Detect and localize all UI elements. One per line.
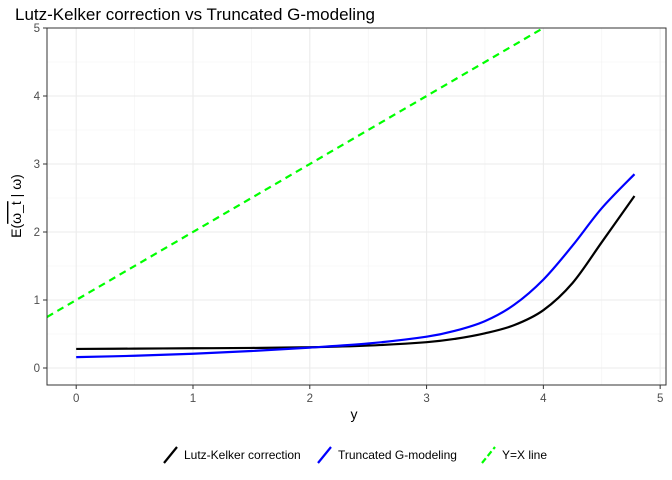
series-line-truncated-g-modeling xyxy=(76,173,636,359)
plot-border xyxy=(46,27,667,386)
y-tick-label: 0 xyxy=(34,363,40,375)
legend-label-y-equals-x: Y=X line xyxy=(502,448,547,462)
series-line-lutz-kelker xyxy=(76,195,636,351)
legend-label-lutz-kelker: Lutz-Kelker correction xyxy=(184,448,301,462)
x-tick-label: 3 xyxy=(423,393,429,405)
y-axis-title-suffix: | ω) xyxy=(8,174,24,201)
x-tick-label: 1 xyxy=(190,393,196,405)
x-tick-label: 0 xyxy=(73,393,79,405)
axis-layer: 0 1 2 3 4 5 0 1 2 3 4 5 xyxy=(34,23,664,405)
y-axis-title-prefix: E( xyxy=(8,223,24,237)
x-axis-title: y xyxy=(351,406,358,422)
y-tick-label: 3 xyxy=(34,159,40,171)
plot-background xyxy=(47,28,666,385)
legend-key-truncated-g-modeling xyxy=(317,446,332,464)
x-tick-label: 2 xyxy=(307,393,313,405)
series-layer xyxy=(47,28,636,359)
chart-title: Lutz-Kelker correction vs Truncated G-mo… xyxy=(15,5,375,24)
x-tick-label: 4 xyxy=(540,393,547,405)
y-tick-label: 4 xyxy=(34,91,41,103)
y-tick-label: 1 xyxy=(34,295,40,307)
y-axis-title: E(ω_t | ω) xyxy=(8,174,24,238)
y-tick-label: 2 xyxy=(34,227,40,239)
y-tick-label: 5 xyxy=(34,23,40,35)
y-axis-title-overlined: ω_t xyxy=(8,201,24,224)
x-tick-label: 5 xyxy=(657,393,663,405)
legend-label-truncated-g-modeling: Truncated G-modeling xyxy=(338,448,457,462)
legend: Lutz-Kelker correction Truncated G-modeli… xyxy=(163,446,547,464)
legend-key-y-equals-x xyxy=(481,446,496,464)
legend-key-lutz-kelker xyxy=(163,446,178,464)
